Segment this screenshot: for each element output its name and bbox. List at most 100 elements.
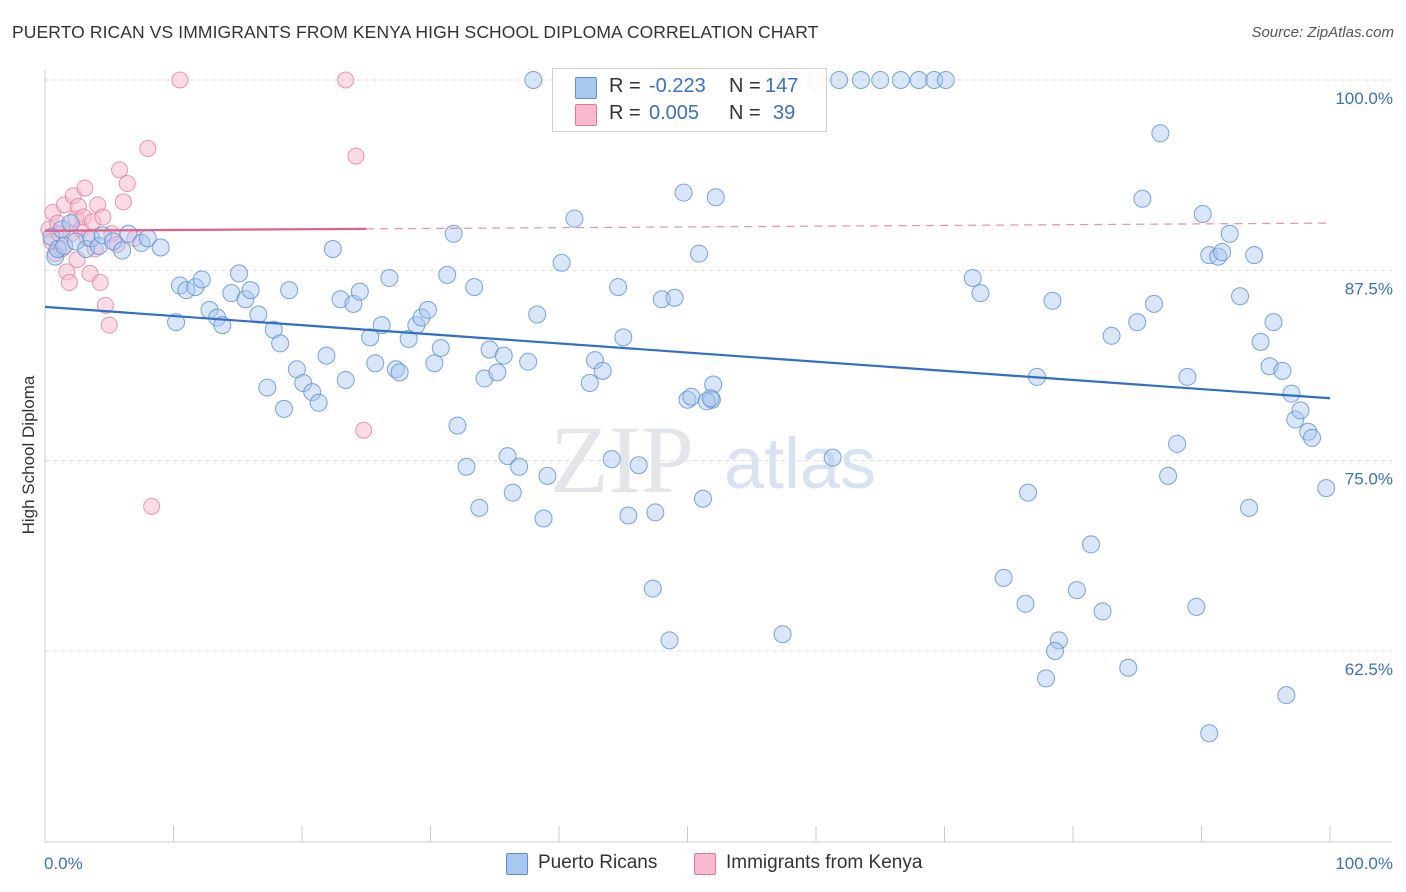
puerto-rican-point: [994, 568, 1013, 587]
legend-r-value: 0.005: [649, 102, 700, 124]
puerto-rican-point: [1303, 428, 1322, 447]
puerto-rican-point: [936, 71, 955, 89]
puerto-rican-point: [701, 389, 720, 408]
puerto-rican-point: [1037, 669, 1056, 688]
puerto-rican-point: [271, 334, 290, 353]
puerto-rican-point: [170, 276, 189, 295]
puerto-rican-points: [42, 71, 1336, 743]
puerto-rican-point: [1043, 291, 1062, 310]
puerto-rican-point: [1019, 483, 1038, 502]
puerto-rican-point: [971, 284, 990, 303]
puerto-rican-point: [580, 374, 599, 393]
puerto-rican-point: [448, 416, 467, 435]
x-tick-label: 0.0%: [44, 854, 83, 873]
puerto-rican-point: [1240, 498, 1259, 517]
puerto-rican-point: [773, 625, 792, 644]
puerto-rican-point: [336, 370, 355, 389]
y-axis-label: High School Diploma: [19, 375, 38, 535]
puerto-rican-point: [652, 290, 671, 309]
puerto-rican-point: [565, 209, 584, 228]
puerto-rican-point: [399, 329, 418, 348]
puerto-rican-point: [646, 503, 665, 522]
puerto-rican-point: [1200, 724, 1219, 743]
kenya-points: [40, 71, 373, 515]
puerto-rican-point: [418, 300, 437, 319]
puerto-rican-point: [1151, 124, 1170, 143]
puerto-rican-point: [444, 224, 463, 243]
puerto-rican-point: [366, 354, 385, 373]
puerto-rican-point: [1067, 581, 1086, 600]
puerto-rican-point: [619, 506, 638, 525]
kenya-point: [76, 179, 94, 197]
puerto-rican-point: [1264, 313, 1283, 332]
legend-r-label: R =: [609, 102, 641, 124]
puerto-rican-point: [1231, 287, 1250, 306]
kenya-point: [114, 193, 132, 211]
puerto-rican-point: [1102, 326, 1121, 345]
chart-title: PUERTO RICAN VS IMMIGRANTS FROM KENYA HI…: [12, 22, 819, 42]
watermark-zip: ZIP: [550, 406, 694, 513]
legend-n-value: 39: [773, 102, 796, 124]
puerto-rican-point: [510, 457, 529, 476]
puerto-rican-point: [230, 264, 249, 283]
puerto-rican-point: [186, 278, 205, 297]
legend-r-value: -0.223: [649, 75, 706, 97]
puerto-rican-point: [1133, 189, 1152, 208]
puerto-rican-point: [113, 241, 132, 260]
puerto-rican-point: [609, 278, 628, 297]
puerto-rican-point: [891, 71, 910, 89]
legend-n-value: 147: [765, 75, 799, 97]
puerto-rican-point: [1093, 602, 1112, 621]
puerto-rican-point: [361, 328, 380, 347]
puerto-rican-point: [192, 270, 211, 289]
watermark: ZIP atlas: [550, 406, 876, 513]
puerto-rican-point: [303, 383, 322, 402]
puerto-rican-point: [1144, 294, 1163, 313]
puerto-rican-point: [465, 278, 484, 297]
watermark-atlas: atlas: [724, 424, 876, 504]
y-tick-label: 100.0%: [1335, 89, 1393, 108]
puerto-rican-point: [412, 308, 431, 327]
kenya-point: [96, 296, 114, 314]
x-tick-label: 100.0%: [1335, 854, 1393, 873]
puerto-rican-point: [534, 509, 553, 528]
kenya-point: [347, 147, 365, 165]
puerto-rican-point: [294, 374, 313, 393]
kenya-trend-line: [44, 227, 367, 232]
puerto-rican-point: [1046, 642, 1065, 660]
kenya-point: [171, 71, 189, 89]
puerto-rican-point: [1168, 434, 1187, 453]
puerto-rican-point: [309, 393, 328, 412]
kenya-point: [337, 71, 355, 89]
puerto-rican-point: [602, 450, 621, 469]
puerto-rican-point: [963, 268, 982, 287]
puerto-rican-point: [1317, 479, 1336, 498]
puerto-rican-point: [1277, 686, 1296, 705]
puerto-rican-point: [614, 328, 633, 347]
puerto-rican-point: [585, 351, 604, 370]
puerto-rican-point: [682, 387, 701, 406]
puerto-rican-point: [280, 281, 299, 300]
puerto-rican-point: [488, 363, 507, 382]
tick-labels: 100.0% 87.5% 75.0% 62.5% 0.0% 100.0%: [44, 89, 1393, 873]
trend-lines: [44, 222, 1331, 400]
grid-layer: [45, 79, 1392, 652]
puerto-rican-point: [494, 346, 513, 365]
puerto-rican-point: [1273, 361, 1292, 380]
puerto-rican-point: [1187, 597, 1206, 616]
puerto-rican-point: [258, 378, 277, 397]
puerto-rican-point: [89, 236, 108, 255]
puerto-rican-point: [851, 71, 870, 89]
puerto-rican-point: [552, 253, 571, 272]
puerto-rican-point: [693, 489, 712, 508]
puerto-rican-point: [706, 188, 725, 207]
puerto-rican-point: [213, 316, 232, 335]
puerto-rican-point: [1016, 594, 1035, 613]
legend-n-label: N =: [729, 75, 761, 97]
puerto-rican-point: [438, 265, 457, 284]
puerto-rican-point: [1128, 313, 1147, 332]
puerto-rican-point: [674, 183, 693, 202]
puerto-rican-point: [317, 346, 336, 365]
puerto-rican-point: [1220, 224, 1239, 243]
